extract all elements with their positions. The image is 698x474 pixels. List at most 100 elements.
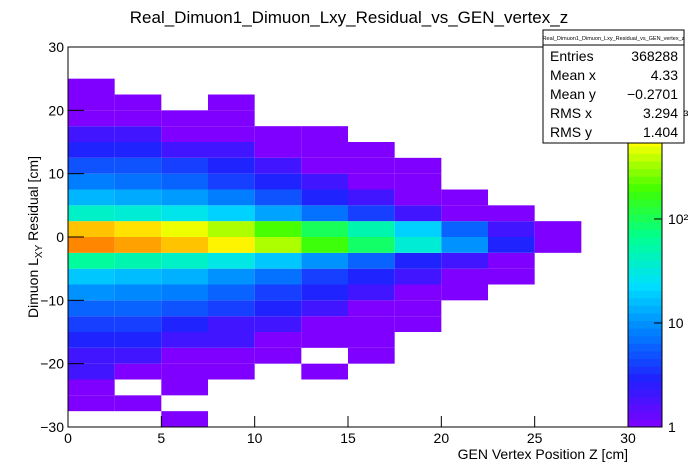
color-bar-band	[628, 214, 662, 223]
cell	[208, 142, 255, 158]
color-bar-band	[628, 244, 662, 253]
stats-box: Real_Dimuon1_Dimuon_Lxy_Residual_vs_GEN_…	[542, 29, 685, 144]
cell	[301, 189, 348, 206]
cell	[254, 173, 302, 190]
cell	[114, 395, 162, 412]
color-bar-band	[628, 328, 662, 337]
cell	[161, 237, 208, 253]
color-bar-band	[628, 389, 662, 398]
cell	[301, 316, 348, 332]
cell	[161, 110, 208, 127]
cell	[488, 221, 535, 237]
cell	[348, 205, 395, 222]
cell	[208, 94, 255, 111]
cell	[208, 205, 255, 222]
cell	[254, 332, 302, 348]
cell	[114, 142, 162, 158]
cell	[254, 221, 302, 237]
cell	[441, 237, 488, 253]
cell	[301, 332, 348, 348]
color-bar-band	[628, 290, 662, 299]
cell	[68, 157, 115, 174]
cell	[348, 221, 395, 237]
cell	[254, 189, 302, 206]
stats-frame	[542, 29, 685, 144]
cell	[301, 252, 348, 269]
color-bar-band	[628, 297, 662, 306]
color-bar-band	[628, 282, 662, 291]
cell	[348, 142, 395, 158]
cell	[301, 221, 348, 237]
y-label-rest: Residual [cm]	[25, 156, 41, 245]
cell	[301, 173, 348, 190]
stats-label: Mean y	[550, 86, 596, 102]
cell	[254, 300, 302, 317]
y-tick-label: −30	[40, 419, 64, 435]
cell	[208, 221, 255, 237]
cell	[394, 205, 442, 222]
y-label-sub: XY	[34, 244, 45, 258]
cell	[254, 237, 302, 253]
cell	[208, 189, 255, 206]
color-bar-band	[628, 404, 662, 413]
cell	[208, 126, 255, 142]
cell	[208, 110, 255, 127]
y-tick-label: −10	[40, 292, 64, 308]
cell	[114, 126, 162, 142]
stats-value: 4.33	[651, 67, 678, 83]
cell	[114, 237, 162, 253]
cell	[394, 268, 442, 285]
color-bar-band	[628, 343, 662, 352]
cell	[161, 363, 208, 380]
cell	[208, 237, 255, 253]
cell	[68, 363, 115, 380]
color-bar-band	[628, 351, 662, 360]
cell	[394, 189, 442, 206]
cell	[348, 173, 395, 190]
cell	[348, 252, 395, 269]
color-bar-band	[628, 252, 662, 261]
color-bar-band	[628, 396, 662, 405]
cell	[114, 173, 162, 190]
cell	[348, 157, 395, 174]
cell	[161, 300, 208, 317]
z-tick-label: 1	[668, 419, 676, 435]
cell	[114, 316, 162, 332]
cell	[301, 300, 348, 317]
y-tick-label: 10	[48, 166, 64, 182]
cell	[441, 268, 488, 285]
cell	[254, 268, 302, 285]
cell	[208, 332, 255, 348]
cell	[68, 110, 115, 127]
cell	[114, 284, 162, 301]
cell	[68, 316, 115, 332]
cell	[68, 347, 115, 364]
cell	[394, 237, 442, 253]
cell	[68, 284, 115, 301]
cell	[254, 142, 302, 158]
cell	[114, 252, 162, 269]
cell	[68, 94, 115, 111]
cell	[348, 284, 395, 301]
stats-value: 368288	[631, 48, 678, 64]
color-bar-band	[628, 153, 662, 162]
color-bar-band	[628, 275, 662, 284]
cell	[161, 221, 208, 237]
z-tick-label: 10	[668, 315, 684, 331]
chart-title: Real_Dimuon1_Dimuon_Lxy_Residual_vs_GEN_…	[130, 8, 568, 27]
cell	[114, 110, 162, 127]
color-bar-band	[628, 206, 662, 215]
cell	[254, 284, 302, 301]
color-bar-band	[628, 373, 662, 382]
x-tick-label: 10	[247, 430, 263, 446]
cell	[208, 316, 255, 332]
cell	[301, 126, 348, 142]
cell	[161, 379, 208, 396]
cell	[348, 268, 395, 285]
stats-label: RMS y	[550, 124, 592, 140]
color-bar-band	[628, 358, 662, 367]
color-bar-band	[628, 161, 662, 170]
cell	[348, 316, 395, 332]
stats-label: RMS x	[550, 105, 592, 121]
cell	[114, 221, 162, 237]
